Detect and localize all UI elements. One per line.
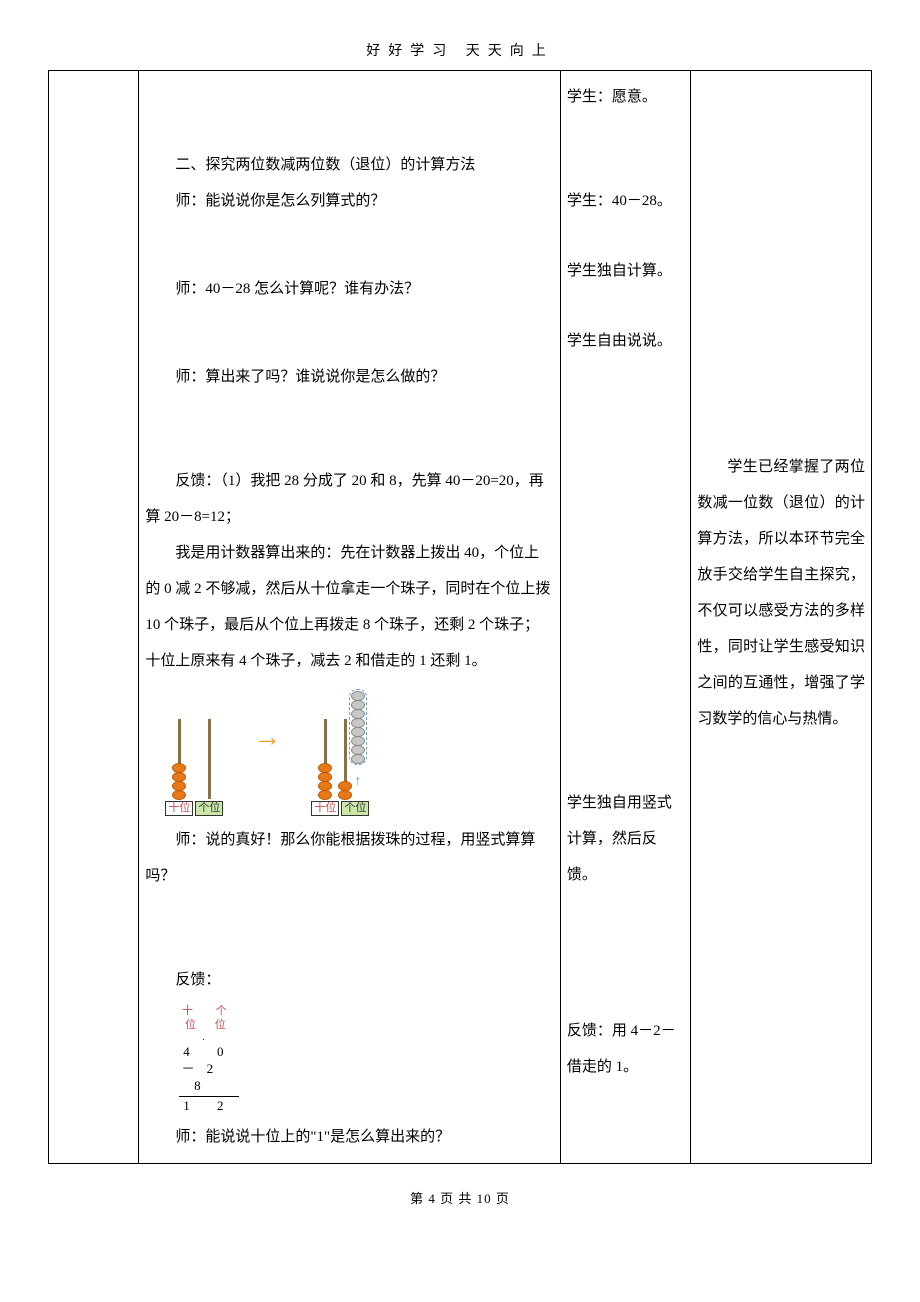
spacer	[567, 699, 684, 733]
spacer	[567, 927, 684, 961]
ones-label: 个位	[341, 801, 369, 816]
calc-row: 1 2	[179, 1098, 239, 1115]
tens-label: 十位	[165, 801, 193, 816]
spacer	[567, 767, 684, 785]
spacer	[567, 529, 684, 563]
col-stage	[49, 71, 139, 1164]
spacer	[145, 395, 554, 429]
calc-header: 十 个	[179, 1004, 239, 1018]
student-line: 学生自由说说。	[567, 323, 684, 359]
section-title: 二、探究两位数减两位数（退位）的计算方法	[145, 147, 554, 183]
spacer	[567, 461, 684, 495]
spacer	[567, 427, 684, 461]
teacher-line: 师：40－28 怎么计算呢？谁有办法？	[145, 271, 554, 307]
teacher-line: 师：能说说十位上的"1"是怎么算出来的？	[145, 1119, 554, 1155]
page-container: 好好学习 天天向上 二、探究两位数减两位数（退位）的计算方法 师：能说说你是怎么…	[0, 0, 920, 1237]
spacer	[145, 341, 554, 359]
spacer	[145, 113, 554, 147]
col-notes: 学生已经掌握了两位数减一位数（退位）的计算方法，所以本环节完全放手交给学生自主探…	[691, 71, 872, 1164]
spacer	[567, 995, 684, 1013]
student-line: 学生：40－28。	[567, 183, 684, 219]
spacer	[567, 961, 684, 995]
teacher-line: 师：能说说你是怎么列算式的？	[145, 183, 554, 219]
col-teacher: 二、探究两位数减两位数（退位）的计算方法 师：能说说你是怎么列算式的？ 师：40…	[139, 71, 561, 1164]
spacer	[145, 79, 554, 113]
up-arrow-icon: ↑	[354, 765, 361, 799]
ghost-beads	[349, 689, 367, 765]
spacer	[145, 894, 554, 928]
calc-row: 4 0	[179, 1044, 239, 1061]
page-header: 好好学习 天天向上	[48, 40, 872, 60]
spacer	[567, 597, 684, 631]
tens-label: 十位	[311, 801, 339, 816]
abacus-right: 十位	[311, 689, 369, 816]
abacus-diagram: 十位 个位 →	[165, 689, 554, 816]
design-note: 学生已经掌握了两位数减一位数（退位）的计算方法，所以本环节完全放手交给学生自主探…	[697, 449, 865, 737]
feedback-label: 反馈：	[145, 962, 554, 998]
spacer	[567, 665, 684, 699]
spacer	[567, 115, 684, 149]
rod-tens: 十位	[311, 719, 339, 816]
spacer	[567, 149, 684, 183]
vertical-calculation: 十 个 位 位 . 4 0 －2 8 1 2	[179, 1004, 239, 1115]
calc-dot: .	[179, 1032, 239, 1044]
ones-label: 个位	[195, 801, 223, 816]
spacer	[567, 893, 684, 927]
abacus-left: 十位 个位	[165, 719, 223, 816]
student-line: 学生独自用竖式计算，然后反馈。	[567, 785, 684, 893]
feedback-text: 反馈：（1）我把 28 分成了 20 和 8，先算 40－20=20，再算 20…	[145, 463, 554, 535]
teacher-line: 师：说的真好！那么你能根据拨珠的过程，用竖式算算吗？	[145, 822, 554, 894]
spacer	[567, 219, 684, 253]
spacer	[145, 219, 554, 253]
calc-row: －2 8	[167, 1061, 239, 1095]
spacer	[145, 307, 554, 341]
col-student: 学生：愿意。 学生：40－28。 学生独自计算。 学生自由说说。	[560, 71, 690, 1164]
rod-ones: ↑ 个位	[341, 689, 369, 816]
arrow-icon: →	[253, 704, 281, 801]
lesson-table: 二、探究两位数减两位数（退位）的计算方法 师：能说说你是怎么列算式的？ 师：40…	[48, 70, 872, 1164]
rod-ones: 个位	[195, 719, 223, 816]
student-line: 反馈：用 4－2－借走的 1。	[567, 1013, 684, 1085]
spacer	[567, 359, 684, 393]
calc-header: 位 位	[179, 1018, 239, 1032]
table-row: 二、探究两位数减两位数（退位）的计算方法 师：能说说你是怎么列算式的？ 师：40…	[49, 71, 872, 1164]
spacer	[145, 928, 554, 962]
spacer	[697, 79, 865, 449]
student-line: 学生独自计算。	[567, 253, 684, 289]
student-line: 学生：愿意。	[567, 79, 684, 115]
spacer	[567, 631, 684, 665]
spacer	[145, 253, 554, 271]
rod-tens: 十位	[165, 719, 193, 816]
spacer	[567, 289, 684, 323]
feedback-text: 我是用计数器算出来的：先在计数器上拨出 40，个位上的 0 减 2 不够减，然后…	[145, 535, 554, 679]
spacer	[567, 733, 684, 767]
spacer	[567, 495, 684, 529]
spacer	[145, 429, 554, 463]
page-footer: 第 4 页 共 10 页	[48, 1188, 872, 1207]
teacher-line: 师：算出来了吗？谁说说你是怎么做的？	[145, 359, 554, 395]
spacer	[567, 393, 684, 427]
calc-line	[179, 1096, 239, 1097]
spacer	[567, 563, 684, 597]
